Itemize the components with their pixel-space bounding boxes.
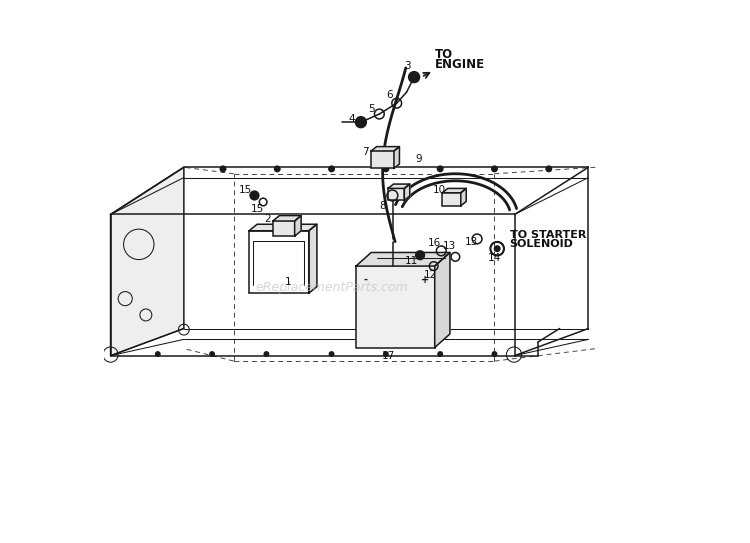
- Text: 9: 9: [416, 154, 422, 163]
- Circle shape: [328, 166, 334, 172]
- Text: 10: 10: [433, 185, 445, 195]
- Circle shape: [250, 191, 259, 200]
- Text: TO: TO: [435, 48, 453, 61]
- Circle shape: [438, 352, 442, 356]
- Circle shape: [210, 352, 214, 356]
- Text: 13: 13: [443, 241, 457, 251]
- Text: eReplacementParts.com: eReplacementParts.com: [255, 281, 408, 294]
- Text: 16: 16: [428, 238, 441, 248]
- Text: 2: 2: [264, 214, 271, 224]
- Text: 3: 3: [404, 61, 411, 71]
- Polygon shape: [388, 184, 410, 188]
- Circle shape: [492, 352, 496, 356]
- Circle shape: [492, 166, 497, 172]
- Text: SOLENOID: SOLENOID: [510, 239, 574, 249]
- Polygon shape: [110, 167, 184, 356]
- Circle shape: [356, 117, 366, 128]
- Text: TO STARTER: TO STARTER: [510, 230, 586, 239]
- Circle shape: [494, 246, 500, 251]
- Circle shape: [546, 166, 551, 172]
- Circle shape: [220, 166, 226, 172]
- Text: 8: 8: [380, 201, 386, 211]
- Polygon shape: [356, 252, 450, 266]
- Polygon shape: [404, 184, 410, 200]
- Text: 17: 17: [382, 351, 395, 361]
- Text: 5: 5: [368, 104, 375, 113]
- Polygon shape: [460, 188, 466, 206]
- FancyBboxPatch shape: [371, 151, 394, 168]
- Circle shape: [437, 166, 442, 172]
- Text: 11: 11: [405, 256, 418, 266]
- Circle shape: [409, 72, 419, 83]
- Circle shape: [274, 166, 280, 172]
- Polygon shape: [394, 147, 400, 168]
- Text: 1: 1: [285, 277, 292, 287]
- Polygon shape: [249, 224, 317, 231]
- Polygon shape: [309, 224, 317, 293]
- Circle shape: [384, 352, 388, 356]
- Text: 4: 4: [348, 115, 355, 124]
- Text: 12: 12: [424, 270, 437, 280]
- Circle shape: [383, 166, 388, 172]
- Text: -: -: [364, 275, 368, 285]
- Text: 6: 6: [386, 90, 393, 100]
- Polygon shape: [295, 216, 302, 236]
- Polygon shape: [435, 252, 450, 348]
- FancyBboxPatch shape: [442, 193, 460, 206]
- FancyBboxPatch shape: [273, 221, 295, 236]
- FancyBboxPatch shape: [356, 266, 435, 348]
- Text: 15: 15: [239, 185, 253, 195]
- Text: ENGINE: ENGINE: [435, 58, 484, 71]
- Polygon shape: [442, 188, 466, 193]
- Text: 14: 14: [488, 254, 501, 263]
- FancyBboxPatch shape: [388, 188, 404, 200]
- Text: 7: 7: [362, 147, 368, 157]
- Circle shape: [156, 352, 160, 356]
- Text: 15: 15: [251, 204, 264, 214]
- Circle shape: [329, 352, 334, 356]
- Polygon shape: [371, 147, 400, 151]
- Circle shape: [264, 352, 268, 356]
- Text: +: +: [421, 275, 429, 285]
- Text: 13: 13: [464, 237, 478, 247]
- Polygon shape: [273, 216, 302, 221]
- Circle shape: [416, 251, 424, 260]
